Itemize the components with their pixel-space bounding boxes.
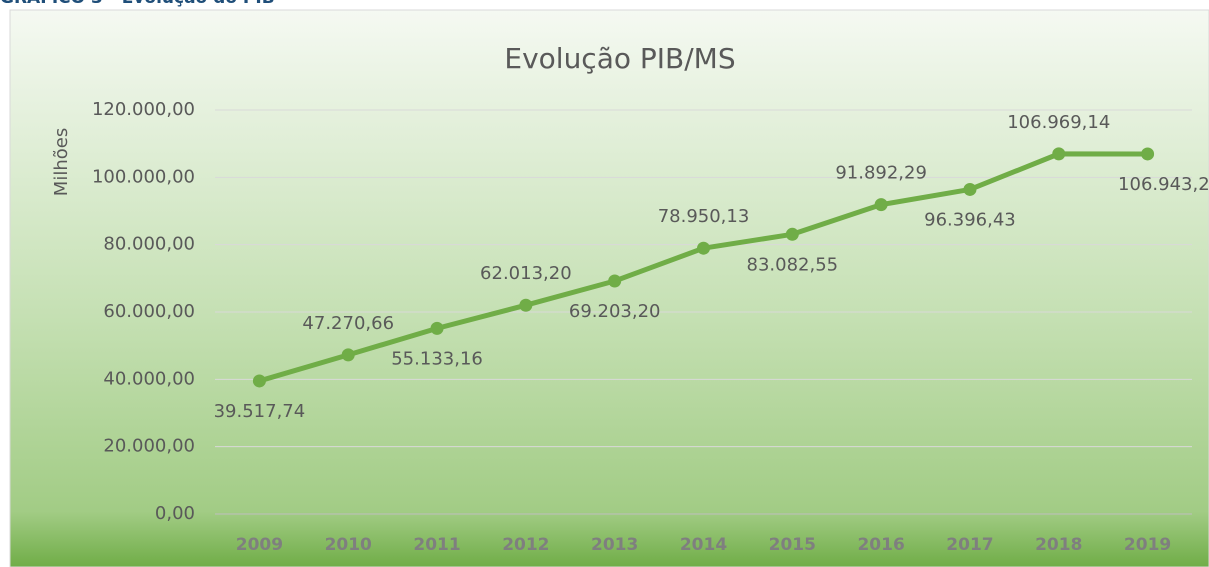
marker: [697, 241, 710, 255]
y-tick-label: 120.000,00: [92, 99, 195, 120]
data-label: 62.013,20: [480, 263, 572, 284]
marker: [252, 374, 266, 388]
marker: [341, 348, 355, 362]
y-tick-label: 40.000,00: [103, 368, 195, 389]
y-axis-label: Milhões: [51, 128, 72, 196]
data-label: 47.270,66: [302, 313, 394, 334]
y-tick-label: 0,00: [155, 503, 195, 524]
chart-title: Evolução PIB/MS: [504, 42, 735, 75]
x-tick-label: 2013: [591, 535, 638, 555]
y-tick-label: 20.000,00: [103, 436, 195, 457]
x-tick-label: 2012: [502, 535, 549, 555]
marker: [874, 198, 888, 212]
x-tick-label: 2009: [236, 535, 283, 555]
data-label: 83.082,55: [747, 254, 839, 275]
marker: [1052, 147, 1066, 161]
marker: [608, 274, 622, 288]
x-tick-label: 2017: [946, 535, 993, 555]
x-tick-label: 2010: [325, 535, 372, 555]
data-label: 91.892,29: [835, 163, 927, 184]
caption: GRÁFICO 3 - Evolução do PIB: [0, 0, 275, 8]
data-label: 39.517,74: [214, 401, 306, 422]
x-tick-label: 2019: [1124, 535, 1171, 555]
marker: [785, 227, 799, 241]
marker: [1141, 147, 1155, 161]
x-tick-label: 2015: [769, 535, 816, 555]
marker: [963, 182, 977, 196]
chart-area: [9, 9, 1209, 567]
data-label: 78.950,13: [658, 206, 750, 227]
y-tick-label: 80.000,00: [103, 234, 195, 255]
data-label: 106.969,14: [1007, 112, 1110, 133]
data-label: 106.943,25: [1118, 174, 1209, 195]
x-tick-label: 2016: [857, 535, 904, 555]
x-tick-label: 2014: [680, 535, 727, 555]
marker: [430, 321, 444, 335]
y-tick-label: 60.000,00: [103, 301, 195, 322]
data-label: 96.396,43: [924, 209, 1016, 230]
x-tick-label: 2011: [413, 535, 460, 555]
data-label: 69.203,20: [569, 301, 661, 322]
y-tick-label: 100.000,00: [92, 166, 195, 187]
marker: [519, 298, 533, 312]
data-label: 55.133,16: [391, 348, 483, 369]
x-tick-label: 2018: [1035, 535, 1082, 555]
